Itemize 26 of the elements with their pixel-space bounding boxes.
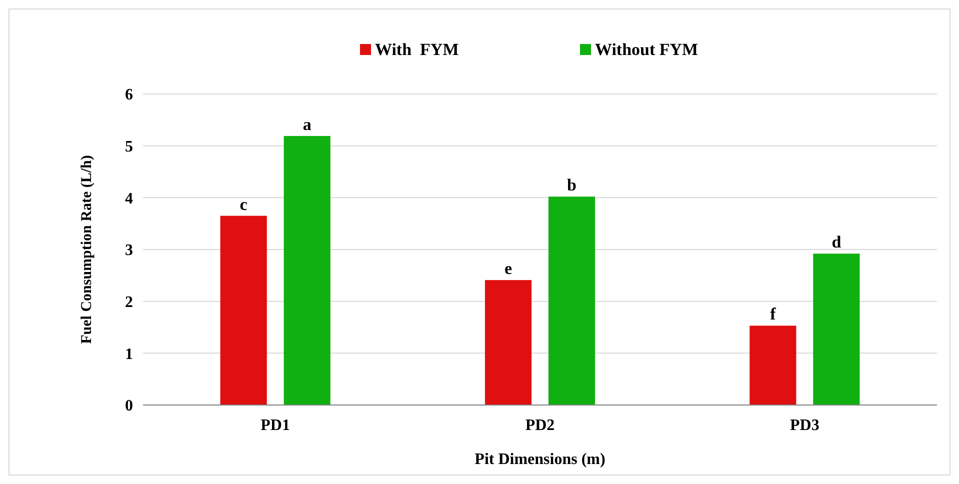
y-tick-label: 5 [125,138,133,156]
y-axis-title: Fuel Consumption Rate (L/h) [79,155,95,344]
x-axis-title: Pit Dimensions (m) [474,451,606,468]
data-label: f [770,304,776,324]
bar [813,254,860,405]
legend-label: With FYM [375,40,459,59]
y-tick-label: 1 [125,346,133,363]
y-tick-label: 3 [125,242,133,260]
y-tick-label: 4 [125,190,133,208]
bar [548,196,596,405]
data-label: c [240,194,248,214]
bar [484,280,532,405]
bar [284,136,330,405]
x-tick-label: PD1 [260,417,290,434]
y-tick-label: 2 [125,294,133,311]
y-tick-label: 0 [125,398,133,415]
x-tick-label: PD3 [790,417,820,434]
data-label: d [832,232,842,252]
x-tick-label: PD2 [525,417,555,434]
legend-label: Without FYM [595,40,698,59]
bar [750,326,796,405]
data-label: b [567,176,576,195]
bar [220,216,267,405]
y-tick-label: 6 [125,86,133,104]
data-label: e [504,259,512,278]
data-label: a [302,114,312,134]
